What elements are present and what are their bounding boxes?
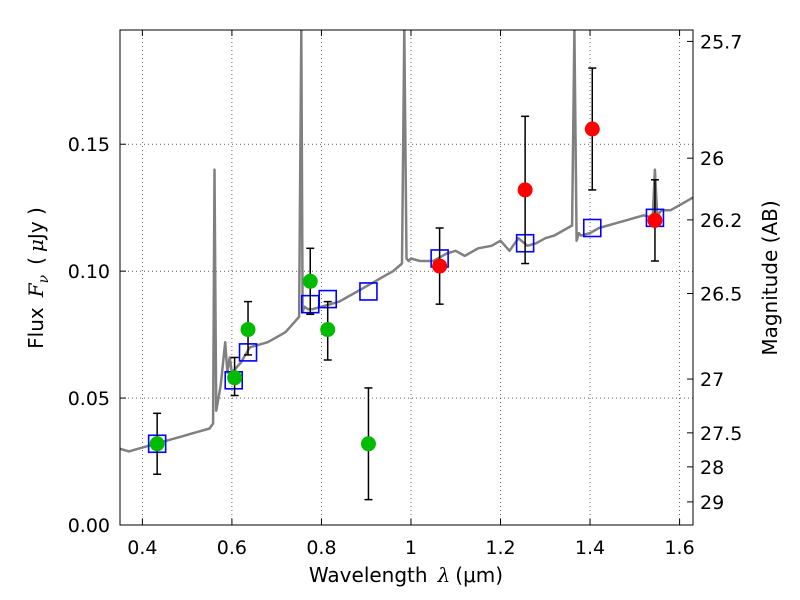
- plot-frame: [119, 29, 694, 526]
- x-tick-label: 0.6: [217, 537, 247, 559]
- y2-tick-label: 26.5: [700, 283, 742, 305]
- observed-point-marker: [432, 258, 448, 274]
- x-tick-label: 1.4: [575, 537, 605, 559]
- y2-tick-label: 28: [700, 457, 724, 479]
- observed-point-marker: [517, 182, 533, 198]
- observed-point-marker: [149, 436, 165, 452]
- y-tick-label: 0.10: [68, 261, 110, 283]
- model-square-marker: [359, 282, 378, 301]
- observed-point-marker: [647, 212, 663, 228]
- x-tick-label: 0.8: [306, 537, 336, 559]
- y2-tick-label: 29: [700, 492, 724, 514]
- y-tick-label: 0.15: [68, 134, 110, 156]
- y2-tick-label: 26: [700, 148, 724, 170]
- points-layer: [147, 67, 665, 501]
- y2-tick-label: 26.2: [700, 210, 742, 232]
- model-square-marker: [582, 218, 602, 238]
- x-tick-label: 1.6: [664, 537, 694, 559]
- y-axis-title: FluxFν(μJy ): [24, 207, 52, 349]
- observed-point-marker: [360, 436, 376, 452]
- y2-axis-title: Magnitude (AB): [758, 200, 782, 355]
- x-tick-label: 0.4: [127, 537, 157, 559]
- observed-point-marker: [584, 121, 600, 137]
- y-tick-label: 0.05: [68, 388, 110, 410]
- observed-point-marker: [302, 273, 318, 289]
- grid-lines: [120, 30, 693, 526]
- y-tick-label: 0.00: [68, 515, 110, 537]
- x-axis-ticks: 0.4 0.6 0.8 1 1.2 1.4 1.6: [127, 30, 695, 559]
- y2-tick-label: 27: [700, 369, 724, 391]
- x-tick-label: 1: [405, 537, 417, 559]
- observed-point-marker: [320, 322, 336, 338]
- spectrum-line: [120, 30, 693, 453]
- x-tick-label: 1.2: [485, 537, 515, 559]
- y2-axis-ticks: 25.7 26 26.2 26.5 27 27.5 28 29: [687, 31, 742, 514]
- y2-tick-label: 25.7: [700, 31, 742, 53]
- x-axis-title: Wavelength λ (μm): [309, 563, 503, 587]
- spectrum-layer: [120, 30, 693, 453]
- observed-point-marker: [240, 322, 256, 338]
- y-axis-ticks: 0.00 0.05 0.10 0.15: [68, 134, 126, 537]
- y2-tick-label: 27.5: [700, 423, 742, 445]
- observed-point-marker: [227, 370, 243, 386]
